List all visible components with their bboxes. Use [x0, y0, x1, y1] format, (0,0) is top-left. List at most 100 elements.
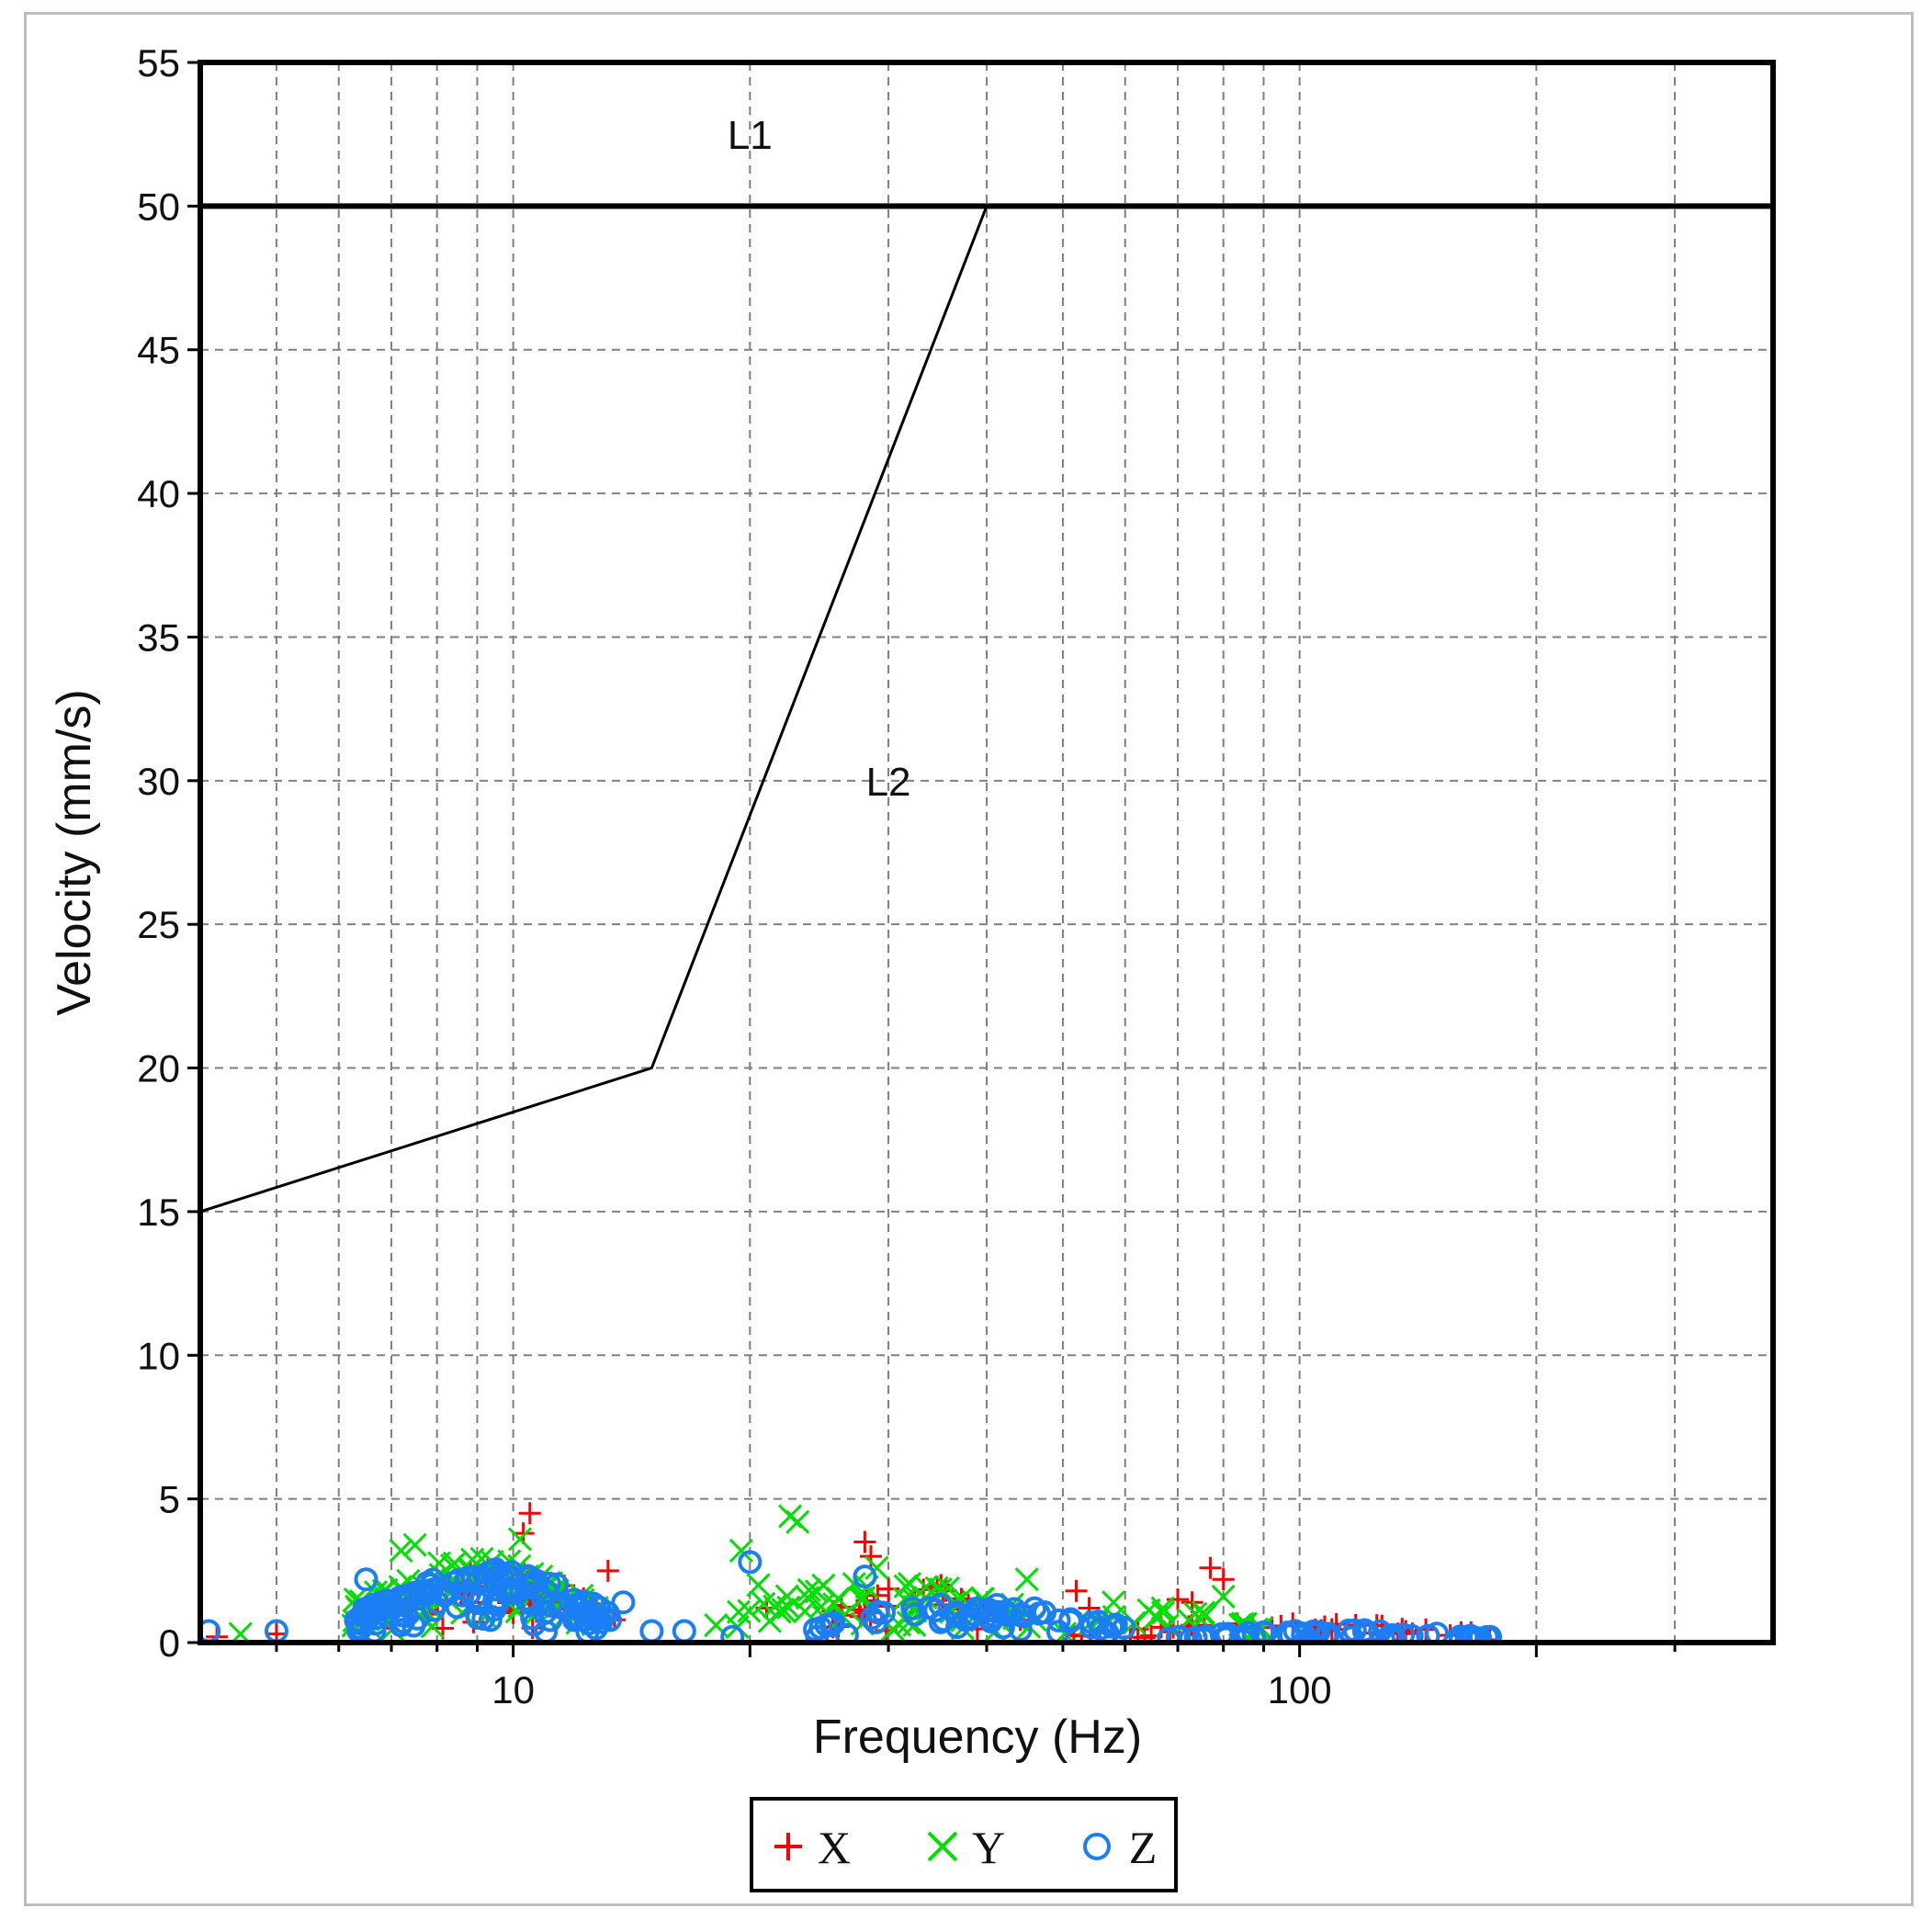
- limit-line-l2: [199, 205, 989, 1214]
- point-y: [1144, 1604, 1169, 1630]
- point-z: [460, 1564, 485, 1589]
- point-y: [746, 1573, 771, 1598]
- legend-marker-z: [1083, 1833, 1111, 1860]
- point-z: [363, 1592, 388, 1617]
- x-tick-label: 100: [1268, 1668, 1332, 1711]
- point-y: [389, 1538, 413, 1563]
- point-z: [720, 1624, 745, 1643]
- point-z: [1291, 1621, 1316, 1643]
- point-z: [538, 1593, 563, 1618]
- point-z: [348, 1616, 373, 1641]
- point-x: [1133, 1626, 1156, 1643]
- point-z: [864, 1609, 888, 1634]
- point-y: [842, 1572, 866, 1597]
- y-tick-label: 25: [137, 903, 180, 946]
- point-y: [402, 1532, 427, 1557]
- point-z: [584, 1606, 609, 1631]
- point-z: [1209, 1621, 1234, 1643]
- y-tick-label: 50: [137, 185, 180, 228]
- point-z: [1391, 1622, 1416, 1643]
- point-z: [544, 1572, 569, 1597]
- point-z: [1089, 1616, 1113, 1641]
- point-z: [1425, 1621, 1450, 1643]
- point-x: [859, 1545, 882, 1568]
- legend: X Y Z: [750, 1797, 1178, 1892]
- region-label-l2: L2: [866, 760, 911, 805]
- legend-label-x: X: [818, 1822, 851, 1873]
- grid-lines: [200, 62, 1773, 1643]
- point-z: [819, 1613, 843, 1638]
- point-y: [726, 1599, 751, 1624]
- point-z: [515, 1564, 540, 1588]
- point-z: [738, 1550, 763, 1575]
- point-z: [1278, 1622, 1303, 1643]
- point-y: [774, 1584, 799, 1609]
- point-x: [596, 1559, 619, 1582]
- y-tick-label: 5: [159, 1478, 180, 1521]
- point-x: [518, 1502, 541, 1525]
- y-tick-label: 35: [137, 616, 180, 659]
- point-z: [561, 1587, 586, 1612]
- region-label-l1: L1: [728, 113, 773, 158]
- point-x: [853, 1530, 876, 1553]
- point-z: [1380, 1622, 1405, 1643]
- point-y: [797, 1577, 821, 1602]
- point-y: [785, 1509, 810, 1534]
- point-y: [1192, 1604, 1217, 1629]
- y-tick-label: 20: [137, 1047, 180, 1090]
- point-z: [1178, 1627, 1203, 1643]
- point-z: [639, 1619, 664, 1643]
- point-y: [1191, 1600, 1216, 1625]
- point-z: [515, 1575, 540, 1599]
- point-y: [507, 1527, 533, 1552]
- point-z: [373, 1595, 398, 1620]
- point-z: [974, 1598, 999, 1623]
- point-z: [1316, 1621, 1340, 1643]
- y-tick-label: 55: [137, 41, 180, 85]
- point-z: [390, 1609, 415, 1634]
- point-z: [865, 1600, 890, 1625]
- point-y: [1151, 1600, 1176, 1625]
- y-tick-label: 30: [137, 760, 180, 803]
- point-y: [767, 1599, 792, 1624]
- point-y: [1211, 1584, 1236, 1609]
- point-x: [1212, 1568, 1235, 1591]
- point-z: [945, 1615, 970, 1640]
- point-z: [450, 1583, 475, 1608]
- point-y: [864, 1555, 889, 1580]
- point-z: [860, 1606, 885, 1631]
- legend-label-z: Z: [1129, 1822, 1158, 1873]
- point-y: [737, 1598, 762, 1623]
- point-z: [672, 1619, 696, 1643]
- point-z: [903, 1602, 928, 1627]
- x-axis-title: Frequency (Hz): [813, 1711, 1142, 1764]
- point-z: [1046, 1608, 1071, 1632]
- legend-marker-y: [927, 1831, 958, 1862]
- point-z: [414, 1582, 439, 1607]
- point-z: [522, 1612, 547, 1637]
- point-z: [1253, 1621, 1278, 1643]
- point-y: [751, 1591, 776, 1616]
- point-z: [1058, 1607, 1083, 1632]
- y-tick-label: 45: [137, 329, 180, 372]
- y-tick-label: 0: [159, 1621, 180, 1665]
- legend-label-y: Y: [972, 1822, 1005, 1873]
- point-z: [611, 1590, 636, 1615]
- legend-marker-x: [774, 1833, 802, 1860]
- point-y: [1014, 1567, 1039, 1592]
- point-z: [478, 1608, 503, 1632]
- point-z: [402, 1580, 427, 1605]
- point-z: [1183, 1625, 1208, 1643]
- point-z: [928, 1592, 953, 1617]
- point-z: [1458, 1623, 1483, 1643]
- data-points: [200, 1502, 1502, 1643]
- axis-ticks: 0 5 10 15 20 25 30 35 40 45 50 55 10 100: [137, 41, 1677, 1711]
- point-z: [1093, 1621, 1118, 1643]
- point-x: [1199, 1556, 1222, 1579]
- point-z: [1356, 1621, 1381, 1643]
- x-tick-label: 10: [491, 1668, 535, 1711]
- point-y: [1102, 1590, 1126, 1615]
- point-z: [917, 1596, 942, 1621]
- point-z: [1474, 1624, 1499, 1643]
